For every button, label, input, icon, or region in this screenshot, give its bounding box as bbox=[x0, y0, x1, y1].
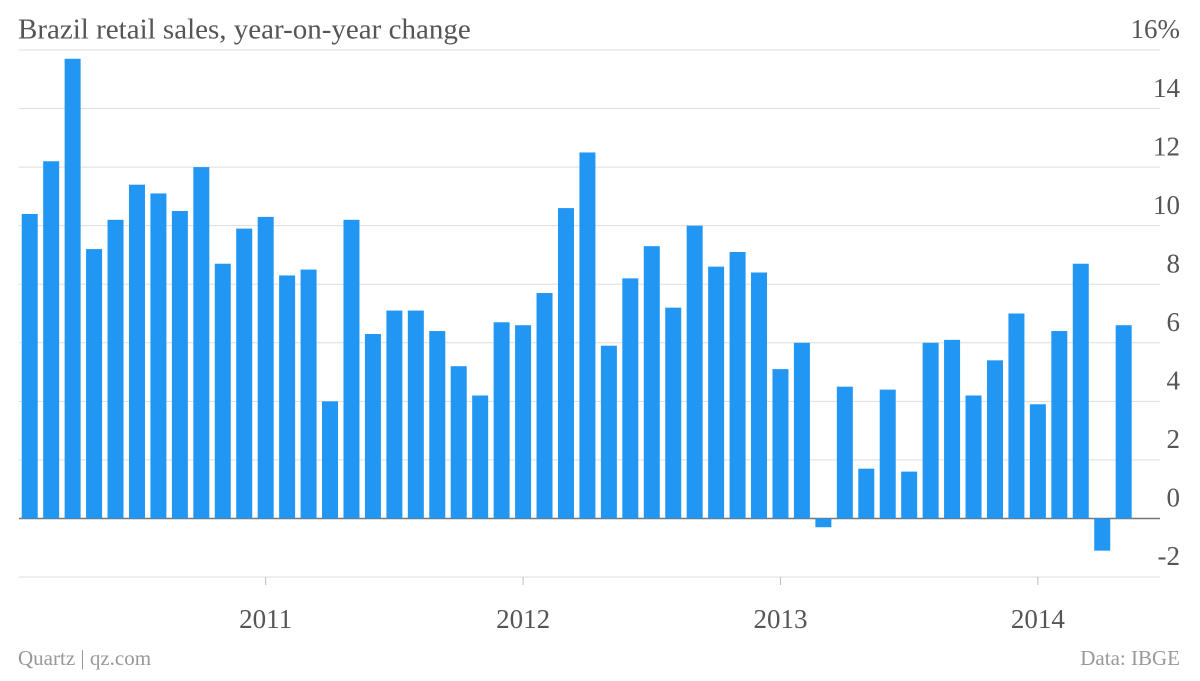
bar bbox=[772, 369, 789, 519]
bar bbox=[901, 471, 918, 519]
x-tick-label: 2012 bbox=[496, 604, 550, 634]
bar bbox=[815, 518, 832, 528]
bar bbox=[1072, 263, 1089, 519]
bar bbox=[407, 310, 424, 519]
bar bbox=[986, 360, 1003, 519]
bar bbox=[171, 211, 188, 519]
bar bbox=[944, 339, 961, 519]
bar bbox=[836, 386, 853, 519]
bar bbox=[43, 161, 60, 519]
bar bbox=[450, 366, 467, 519]
bar bbox=[257, 216, 274, 519]
bar bbox=[107, 219, 124, 519]
bar bbox=[472, 395, 489, 519]
bar bbox=[150, 193, 167, 519]
bar bbox=[429, 331, 446, 519]
bar bbox=[386, 310, 403, 519]
credit: Quartz | qz.com bbox=[18, 646, 151, 670]
bar bbox=[1094, 518, 1111, 551]
bar bbox=[579, 152, 596, 519]
x-tick-label: 2013 bbox=[753, 604, 807, 634]
y-tick-label: -2 bbox=[1158, 541, 1181, 571]
y-tick-label: 16% bbox=[1131, 14, 1181, 44]
bar bbox=[536, 293, 553, 519]
bar bbox=[708, 266, 725, 519]
chart-title: Brazil retail sales, year-on-year change bbox=[18, 14, 471, 46]
bar bbox=[643, 246, 660, 519]
bar bbox=[515, 325, 532, 519]
x-tick-label: 2014 bbox=[1011, 604, 1066, 634]
bar bbox=[600, 345, 617, 519]
bar bbox=[21, 213, 38, 519]
y-tick-label: 2 bbox=[1167, 424, 1181, 454]
bar bbox=[236, 228, 253, 519]
bar bbox=[1029, 404, 1046, 519]
y-tick-label: 8 bbox=[1167, 248, 1181, 278]
bar bbox=[965, 395, 982, 519]
bar bbox=[879, 389, 896, 519]
bar bbox=[493, 322, 510, 519]
bar bbox=[322, 401, 339, 519]
y-tick-label: 0 bbox=[1167, 483, 1181, 513]
bar bbox=[1115, 325, 1132, 519]
x-tick-label: 2011 bbox=[239, 604, 292, 634]
bar bbox=[858, 468, 875, 519]
bar bbox=[1051, 331, 1068, 519]
bar bbox=[665, 307, 682, 519]
bar bbox=[128, 184, 145, 519]
y-tick-label: 4 bbox=[1167, 366, 1181, 396]
bar bbox=[279, 275, 296, 519]
y-tick-label: 14 bbox=[1153, 73, 1181, 103]
bar bbox=[343, 219, 360, 519]
bar bbox=[557, 208, 574, 519]
bar bbox=[793, 342, 810, 519]
bar bbox=[1008, 313, 1025, 519]
y-tick-label: 10 bbox=[1153, 190, 1180, 220]
bar bbox=[751, 272, 768, 519]
source: Data: IBGE bbox=[1080, 646, 1180, 670]
bar bbox=[86, 249, 103, 519]
bar bbox=[729, 252, 746, 519]
bar bbox=[214, 263, 231, 519]
bar bbox=[64, 58, 81, 519]
bar bbox=[364, 333, 381, 519]
bar bbox=[622, 278, 639, 519]
bar bbox=[922, 342, 939, 519]
bar bbox=[300, 269, 317, 519]
y-tick-label: 6 bbox=[1167, 307, 1181, 337]
bar bbox=[686, 225, 703, 519]
bar bbox=[193, 167, 210, 519]
y-tick-label: 12 bbox=[1153, 131, 1180, 161]
